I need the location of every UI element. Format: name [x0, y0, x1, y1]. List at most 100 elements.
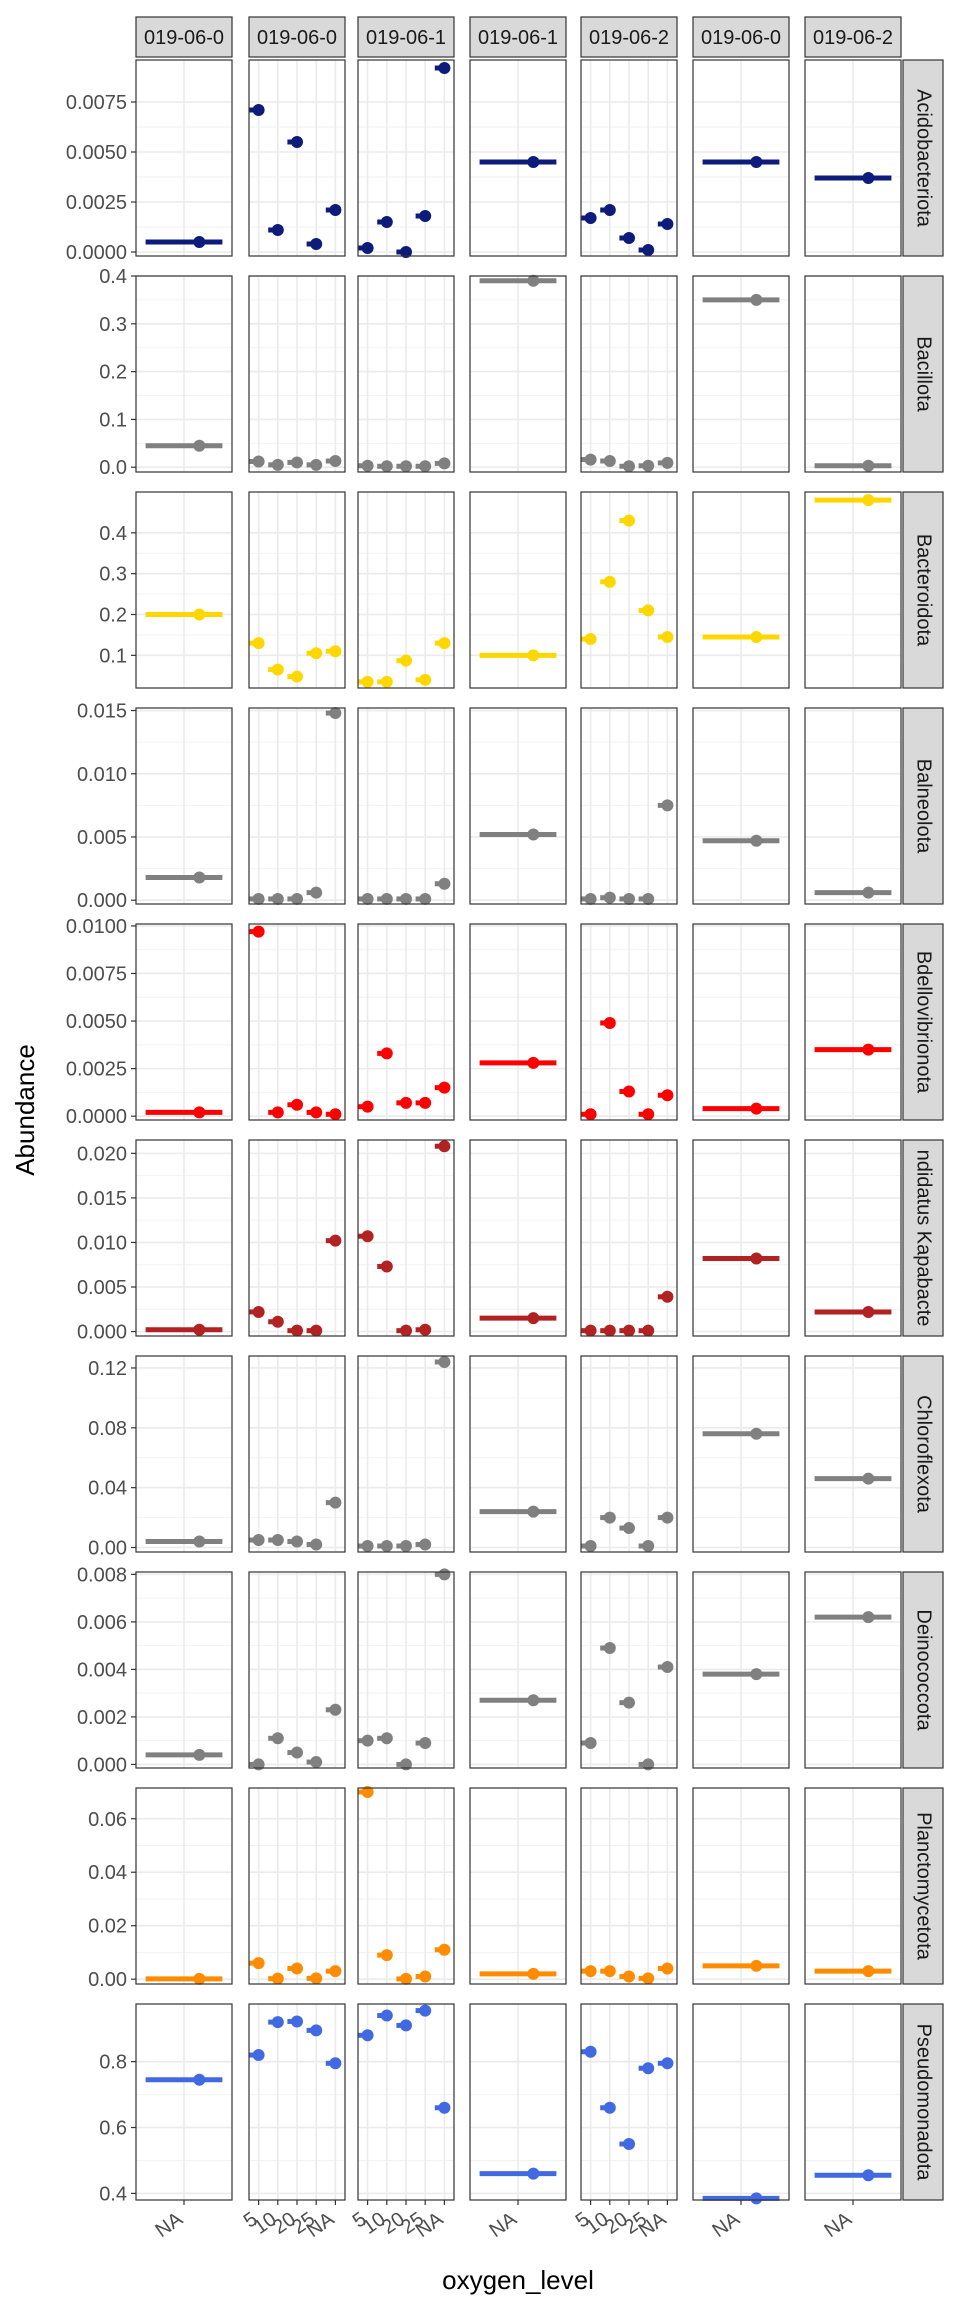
column-strip-label-group: 019-06-0: [701, 27, 781, 49]
row-strip: [902, 1355, 944, 1553]
column-strip: [135, 16, 233, 58]
y-tick-label: 0.0100: [66, 916, 127, 938]
panel-border: [248, 1139, 346, 1337]
row-strip-label-group: Planctomycetota: [913, 1812, 935, 1961]
data-point: [862, 172, 875, 184]
panel-border: [580, 275, 678, 473]
data-point: [380, 1047, 393, 1060]
y-tick-label: 0.00: [88, 1969, 127, 1991]
data-point: [271, 1534, 284, 1547]
data-point: [862, 1472, 875, 1485]
column-strip-label: 019-06-1: [478, 27, 558, 49]
data-point: [419, 1538, 432, 1551]
y-tick-label: 0.4: [99, 523, 127, 545]
data-point: [584, 1108, 597, 1121]
data-point: [252, 455, 265, 468]
panel-border: [580, 491, 678, 689]
data-point: [310, 1324, 323, 1337]
data-point: [584, 1540, 597, 1553]
y-tick-label: 0.1: [99, 645, 127, 667]
column-strip-label: 019-06-1: [366, 27, 446, 49]
panel-border: [135, 923, 233, 1121]
y-tick-label: 0.000: [77, 1322, 127, 1344]
data-point: [438, 1943, 451, 1956]
panel-border: [580, 1787, 678, 1985]
x-tick-label: NA: [485, 2208, 521, 2242]
data-point: [642, 1324, 655, 1337]
data-point: [862, 1965, 875, 1978]
data-point: [642, 244, 655, 256]
data-point: [380, 1949, 393, 1962]
y-tick-label: 0.1: [99, 409, 127, 431]
data-point: [623, 514, 635, 527]
data-point: [603, 1016, 616, 1029]
panel-border: [580, 923, 678, 1121]
data-point: [603, 2101, 616, 2114]
y-tick-label: 0.12: [88, 1358, 127, 1380]
data-point: [603, 1511, 616, 1524]
data-point: [438, 1568, 451, 1581]
panel-border: [580, 1571, 678, 1769]
y-tick-label: 0.08: [88, 1418, 127, 1440]
data-point: [271, 458, 284, 471]
data-point: [252, 892, 265, 905]
data-point: [310, 238, 323, 250]
data-point: [750, 1252, 763, 1265]
data-point: [271, 1106, 284, 1119]
panel-border: [580, 59, 678, 257]
data-point: [603, 1965, 616, 1978]
row-strip-label-group: Pseudomonadota: [913, 2024, 935, 2182]
data-point: [400, 1758, 412, 1771]
column-strip: [580, 16, 678, 58]
panel-border: [248, 1571, 346, 1769]
data-point: [271, 1315, 284, 1328]
data-point: [750, 293, 763, 306]
data-point: [291, 1324, 303, 1337]
data-point: [623, 892, 635, 905]
column-strip: [248, 16, 346, 58]
row-strip-label-group: Bacteroidota: [913, 534, 935, 647]
data-point: [310, 1106, 323, 1119]
data-point: [271, 2016, 284, 2029]
y-tick-label: 0.010: [77, 1232, 127, 1254]
data-point: [419, 210, 432, 222]
row-strip-label: Bacteroidota: [913, 534, 935, 647]
data-point: [252, 1305, 265, 1318]
data-point: [584, 633, 597, 645]
y-tick-label: 0.04: [88, 1862, 127, 1884]
y-tick-label: 0.000: [77, 890, 127, 912]
column-strip: [357, 16, 455, 58]
panel-border: [135, 491, 233, 689]
panel-border: [469, 1571, 567, 1769]
y-tick-label: 0.3: [99, 314, 127, 336]
x-axis-title: oxygen_level: [442, 2265, 594, 2295]
data-point: [642, 604, 655, 617]
data-point: [750, 630, 763, 643]
panel-border: [357, 1139, 455, 1337]
data-point: [750, 156, 763, 168]
data-point: [527, 156, 540, 168]
x-tick-label: NA: [708, 2208, 744, 2242]
data-point: [862, 459, 875, 472]
panel-border: [135, 59, 233, 257]
data-point: [527, 1056, 540, 1069]
panel-border: [469, 275, 567, 473]
data-point: [193, 236, 206, 248]
data-point: [661, 1089, 674, 1102]
data-point: [291, 456, 303, 469]
y-tick-label: 0.02: [88, 1916, 127, 1938]
column-strip: [692, 16, 790, 58]
panel-border: [357, 1571, 455, 1769]
data-point: [193, 871, 206, 884]
y-tick-label: 0.020: [77, 1143, 127, 1165]
y-tick-label: 0.04: [88, 1478, 127, 1500]
panel-border: [135, 1787, 233, 1985]
data-point: [400, 1324, 412, 1337]
panel-border: [469, 707, 567, 905]
data-point: [361, 2029, 374, 2042]
data-point: [252, 1758, 265, 1771]
panel-border: [135, 707, 233, 905]
data-point: [329, 1703, 342, 1716]
data-point: [862, 494, 875, 507]
data-point: [329, 645, 342, 658]
